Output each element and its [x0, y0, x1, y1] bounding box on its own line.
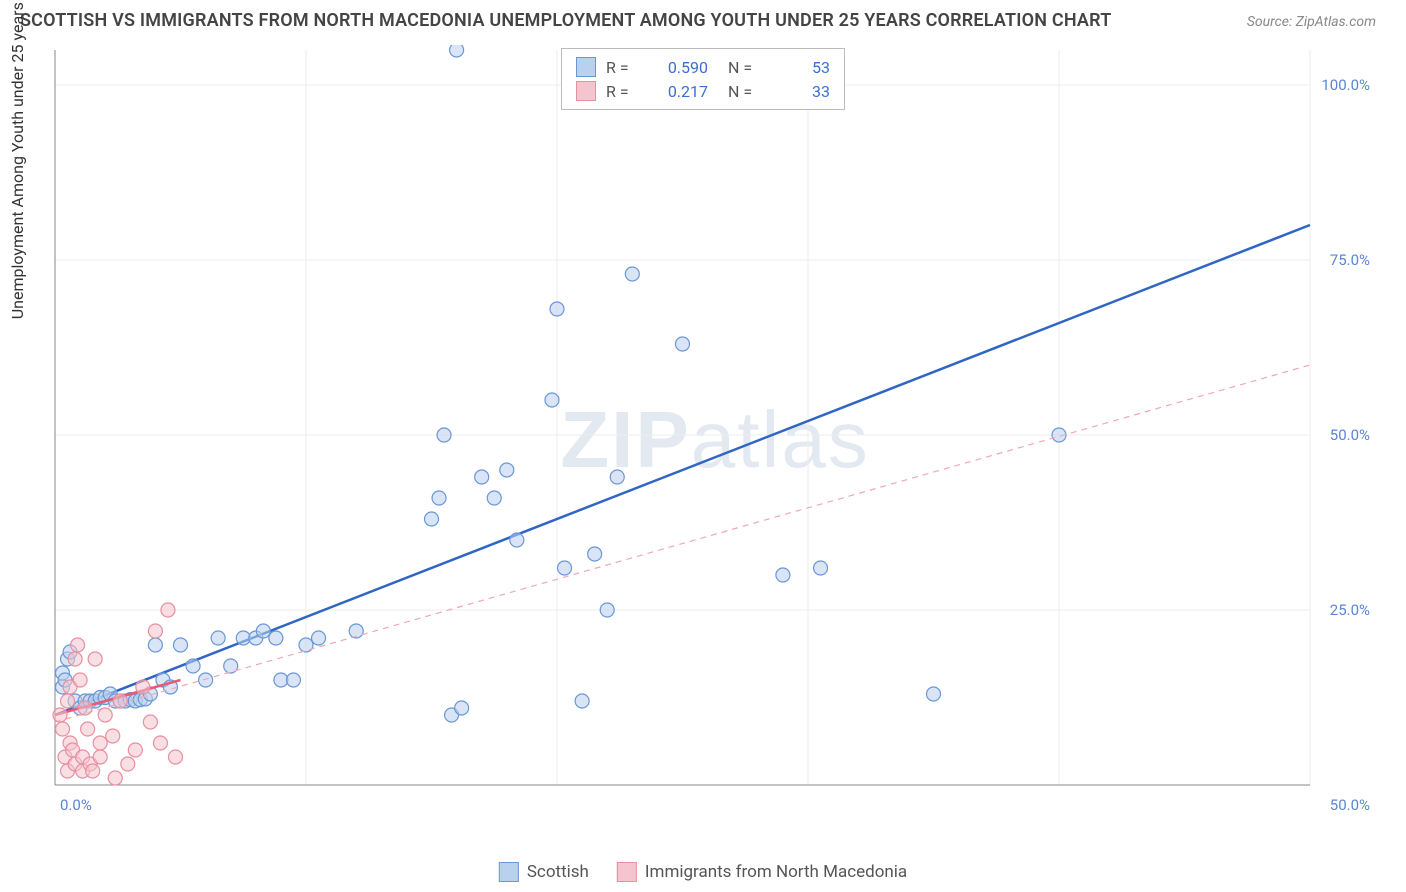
legend-label: Immigrants from North Macedonia: [645, 862, 907, 882]
stats-legend: R = 0.590 N = 53 R = 0.217 N = 33: [561, 48, 845, 110]
svg-text:50.0%: 50.0%: [1330, 796, 1370, 814]
legend-swatch: [617, 862, 637, 882]
svg-text:75.0%: 75.0%: [1330, 251, 1370, 269]
r-label: R =: [606, 58, 640, 77]
legend-label: Scottish: [527, 862, 589, 882]
n-value: 33: [772, 82, 830, 101]
svg-text:25.0%: 25.0%: [1330, 601, 1370, 619]
plot-area: ZIPatlas 25.0%50.0%75.0%100.0%0.0%50.0%: [50, 45, 1380, 835]
source-label: Source: ZipAtlas.com: [1247, 14, 1376, 30]
stats-legend-row: R = 0.590 N = 53: [576, 55, 830, 79]
legend-item: Immigrants from North Macedonia: [617, 862, 907, 882]
legend-swatch: [499, 862, 519, 882]
legend-swatch: [576, 57, 596, 77]
series-legend: Scottish Immigrants from North Macedonia: [499, 862, 907, 882]
chart-svg: 25.0% 50.0% 75.0% 100.0% 0.0% 50.0%: [50, 45, 1380, 835]
legend-item: Scottish: [499, 862, 589, 882]
r-value: 0.590: [650, 58, 708, 77]
svg-text:100.0%: 100.0%: [1321, 76, 1370, 94]
n-label: N =: [728, 82, 762, 101]
stats-legend-row: R = 0.217 N = 33: [576, 79, 830, 103]
svg-text:0.0%: 0.0%: [60, 796, 92, 814]
n-label: N =: [728, 58, 762, 77]
r-value: 0.217: [650, 82, 708, 101]
n-value: 53: [772, 58, 830, 77]
svg-text:50.0%: 50.0%: [1330, 426, 1370, 444]
chart-title: SCOTTISH VS IMMIGRANTS FROM NORTH MACEDO…: [20, 10, 1112, 31]
y-axis-label: Unemployment Among Youth under 25 years: [8, 2, 27, 319]
legend-swatch: [576, 81, 596, 101]
r-label: R =: [606, 82, 640, 101]
